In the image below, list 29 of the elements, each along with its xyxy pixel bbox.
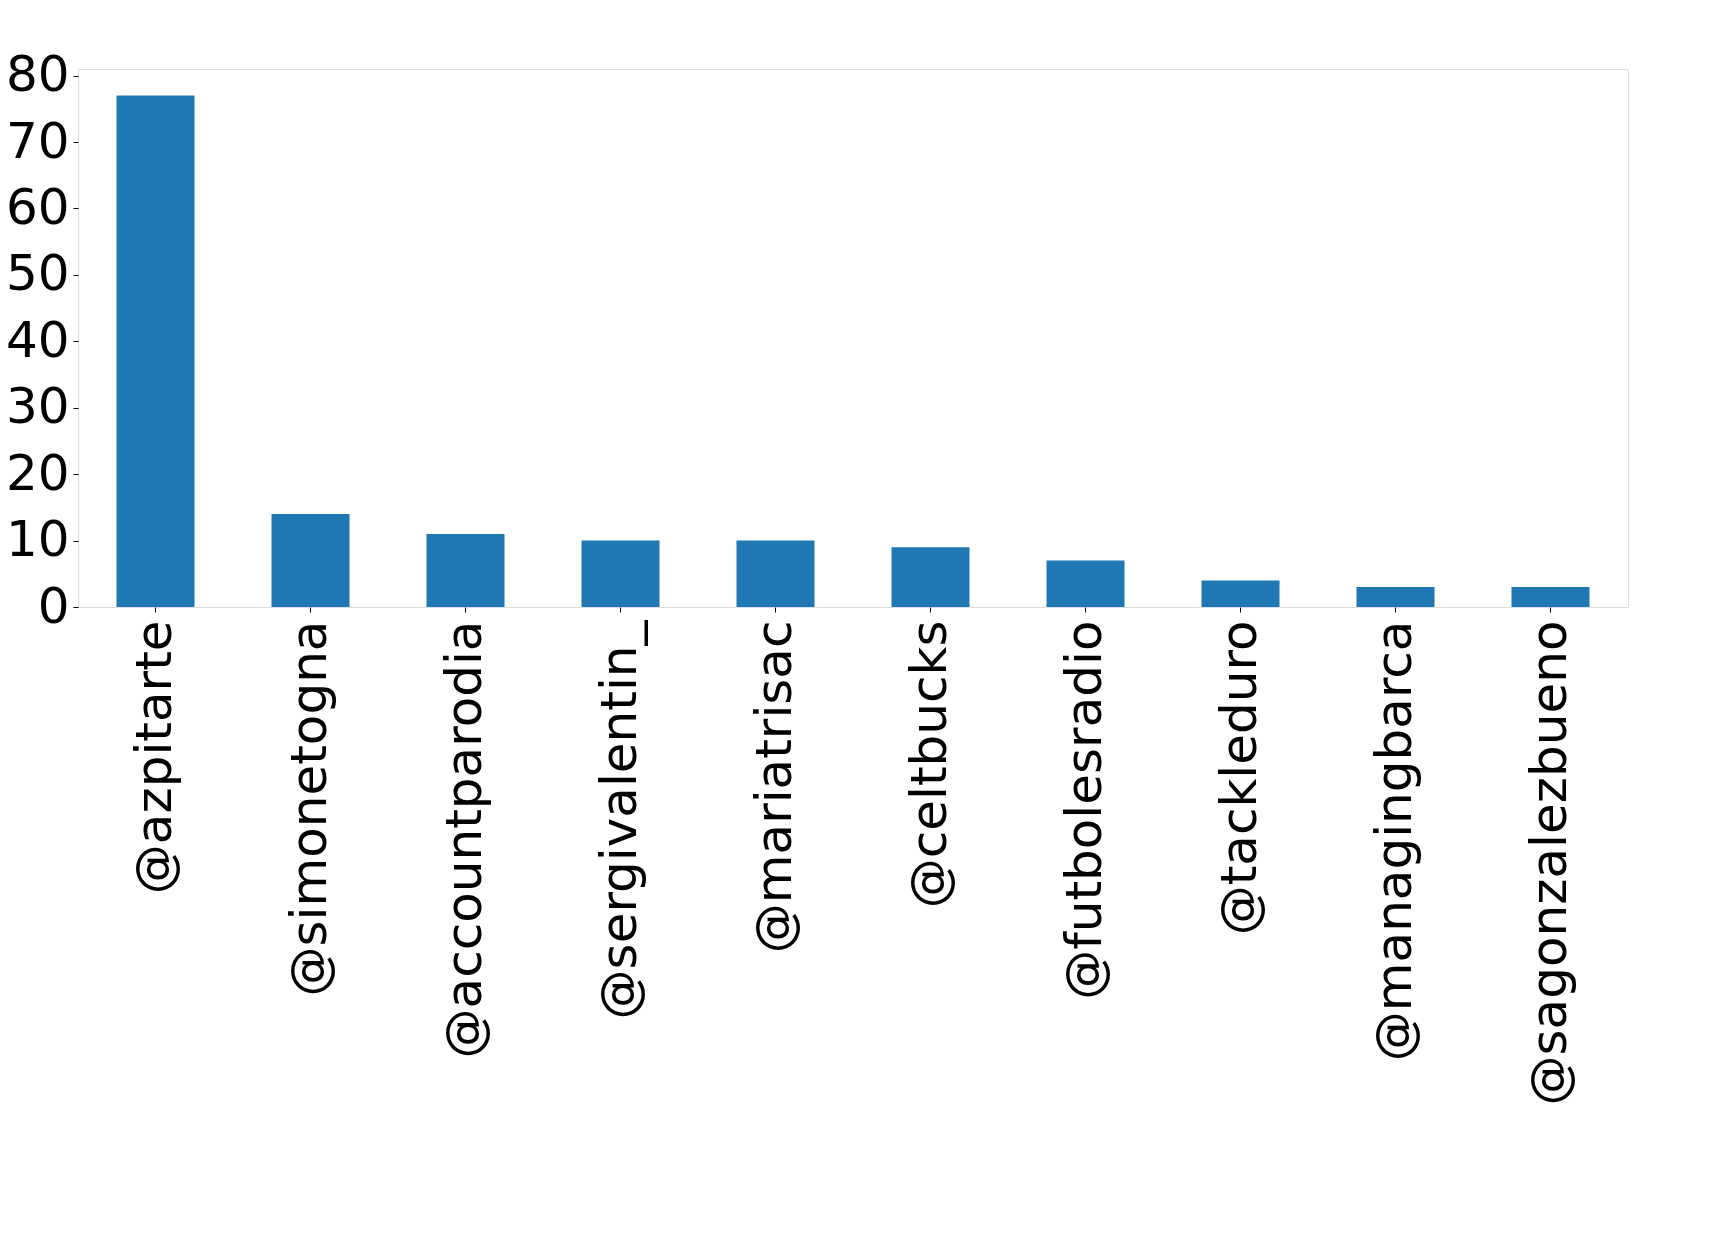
y-tick-label: 70 bbox=[5, 111, 70, 170]
bar bbox=[1201, 580, 1280, 607]
y-tick-label: 50 bbox=[5, 244, 70, 303]
bar bbox=[271, 514, 350, 607]
x-tick-label: @sergivalentin_ bbox=[589, 619, 648, 1020]
x-tick-label: @simonetogna bbox=[279, 620, 338, 997]
x-tick-label: @tackleduro bbox=[1209, 620, 1268, 936]
x-tick-label: @accountparodia bbox=[434, 620, 493, 1059]
bar bbox=[116, 95, 195, 607]
bar bbox=[426, 533, 505, 607]
y-tick-label: 10 bbox=[5, 510, 70, 569]
x-tick-label: @mariatrisac bbox=[744, 620, 803, 954]
bar bbox=[581, 540, 660, 607]
bar bbox=[891, 547, 970, 607]
bar bbox=[1046, 560, 1125, 607]
y-tick-label: 20 bbox=[5, 443, 70, 502]
y-tick-label: 40 bbox=[5, 310, 70, 369]
bar bbox=[1356, 587, 1435, 607]
bar bbox=[1511, 587, 1590, 607]
y-tick-label: 30 bbox=[5, 377, 70, 436]
y-tick-label: 60 bbox=[5, 177, 70, 236]
x-tick-label: @celtbucks bbox=[899, 620, 958, 909]
x-tick-label: @azpitarte bbox=[124, 620, 183, 895]
y-tick-label: 0 bbox=[37, 576, 70, 635]
x-tick-label: @sagonzalezbueno bbox=[1519, 620, 1578, 1106]
y-tick-label: 80 bbox=[5, 45, 70, 104]
bar bbox=[736, 540, 815, 607]
x-tick-label: @futbolesradio bbox=[1054, 620, 1113, 1000]
x-tick-label: @managingbarca bbox=[1364, 620, 1423, 1062]
